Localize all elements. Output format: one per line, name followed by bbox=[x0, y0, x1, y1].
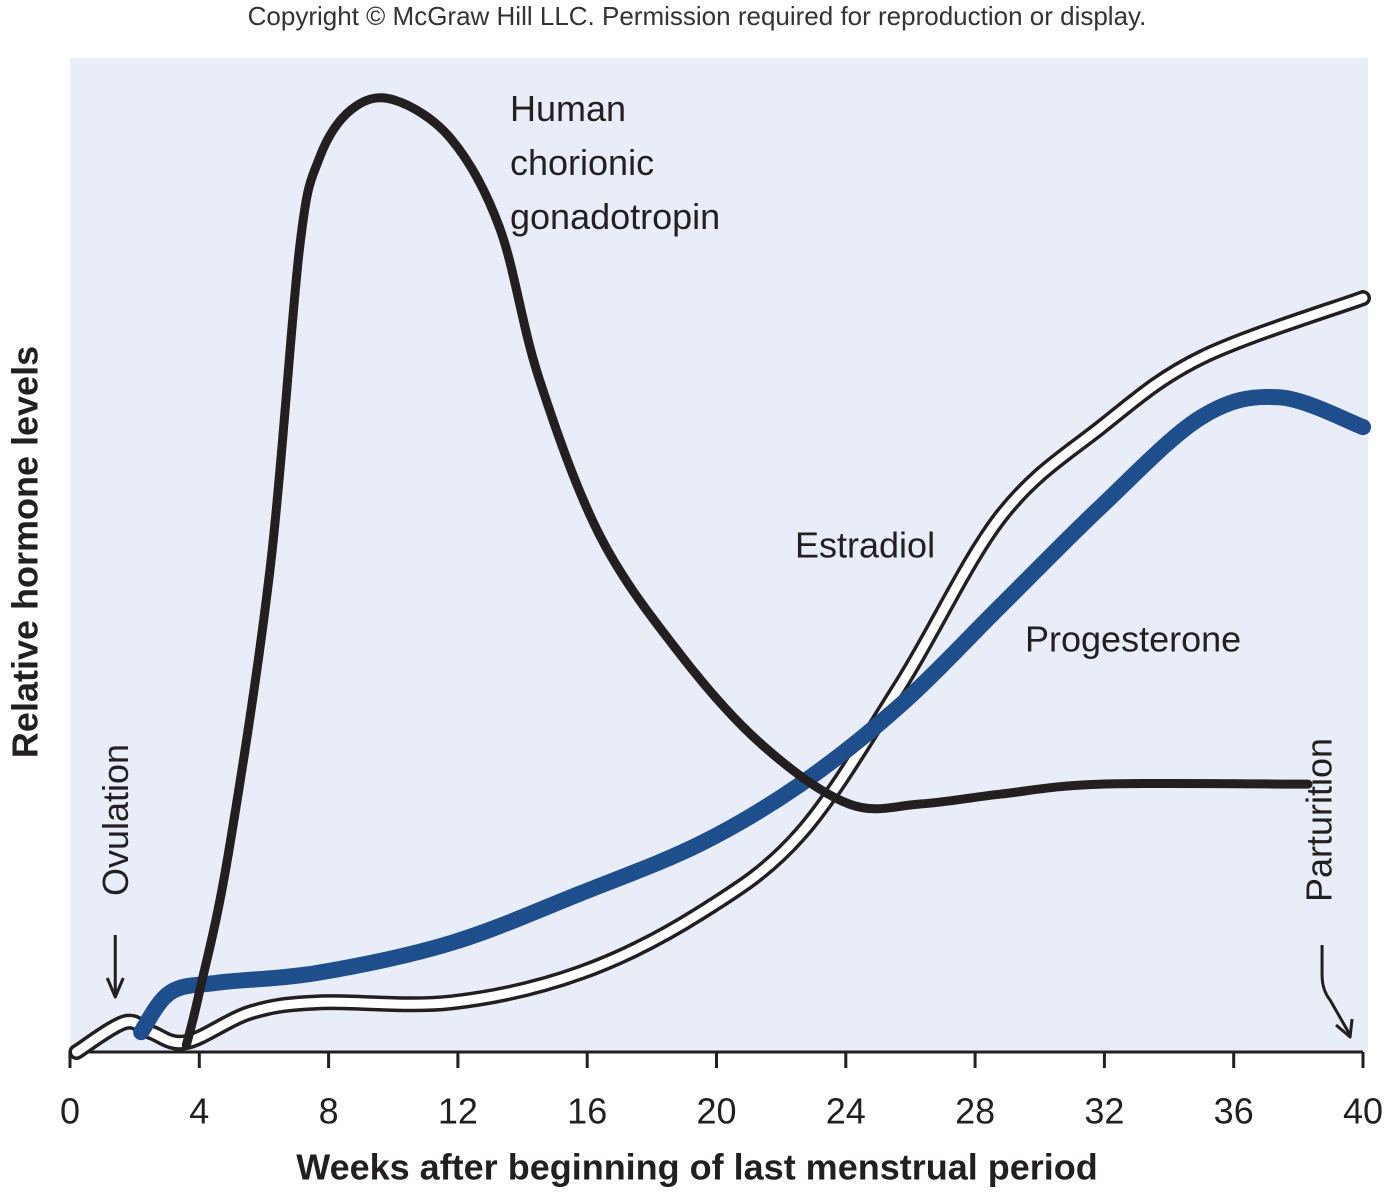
arrow-head bbox=[105, 977, 125, 999]
annotation: Ovulation bbox=[95, 744, 136, 896]
annotation-arrow bbox=[105, 935, 125, 999]
arrow-head bbox=[1335, 1018, 1354, 1039]
x-tick-label: 8 bbox=[319, 1091, 339, 1132]
annotation-arrow bbox=[1320, 945, 1354, 1039]
line bbox=[133, 388, 1371, 1041]
x-tick-label: 16 bbox=[567, 1091, 607, 1132]
line bbox=[181, 93, 1313, 1050]
x-tick-label: 36 bbox=[1214, 1091, 1254, 1132]
series-label: Human chorionic gonadotropin bbox=[510, 88, 721, 237]
annotation: Parturition bbox=[1299, 738, 1340, 902]
copyright: Copyright © McGraw Hill LLC. Permission … bbox=[248, 1, 1147, 31]
x-tick-label: 40 bbox=[1343, 1091, 1383, 1132]
x-tick-label: 12 bbox=[438, 1091, 478, 1132]
series-label: Progesterone bbox=[1025, 619, 1241, 660]
series-label: Estradiol bbox=[795, 525, 935, 566]
plot-area bbox=[70, 58, 1368, 1052]
x-tick-label: 28 bbox=[955, 1091, 995, 1132]
x-tick-label: 24 bbox=[826, 1091, 866, 1132]
arrow-shaft bbox=[1320, 945, 1352, 1036]
x-axis-title: Weeks after beginning of last menstrual … bbox=[296, 1147, 1098, 1188]
x-tick-label: 32 bbox=[1084, 1091, 1124, 1132]
x-tick-label: 0 bbox=[60, 1091, 80, 1132]
x-tick-label: 20 bbox=[696, 1091, 736, 1132]
y-axis-title: Relative hormone levels bbox=[5, 346, 46, 758]
x-tick-label: 4 bbox=[189, 1091, 209, 1132]
